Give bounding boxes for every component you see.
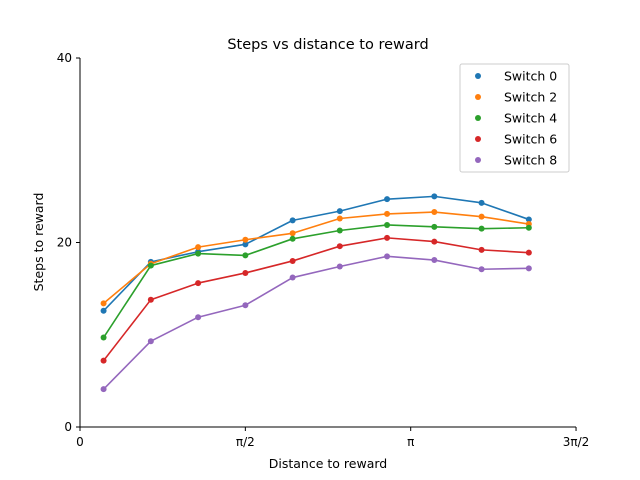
data-point [384, 234, 391, 241]
data-point [336, 243, 343, 250]
chart-title: Steps vs distance to reward [227, 37, 428, 53]
data-point [289, 257, 296, 264]
y-tick-label: 20 [57, 236, 72, 250]
data-point [242, 302, 249, 309]
plot-area [100, 193, 532, 393]
data-point [289, 274, 296, 281]
y-tick-label: 40 [57, 51, 72, 65]
data-point [289, 235, 296, 242]
data-point [384, 221, 391, 228]
data-point [478, 246, 485, 253]
data-point [336, 227, 343, 234]
data-point [147, 338, 154, 345]
data-point [289, 217, 296, 224]
data-point [525, 249, 532, 256]
data-point [431, 223, 438, 230]
legend-label: Switch 6 [504, 132, 557, 147]
x-tick-label: 0 [76, 435, 84, 449]
data-point [431, 257, 438, 264]
series-switch-4 [100, 253, 532, 393]
y-axis-label: Steps to reward [31, 193, 46, 292]
x-tick-label: π [407, 435, 414, 449]
series-line [102, 237, 529, 362]
series-line [103, 195, 530, 312]
data-point [100, 334, 107, 341]
data-point [242, 269, 249, 276]
data-point [431, 209, 438, 216]
data-point [242, 236, 249, 243]
data-point [384, 210, 391, 217]
series-switch-3 [100, 234, 532, 364]
data-point [289, 230, 296, 237]
data-point [147, 296, 154, 303]
data-point [478, 213, 485, 220]
y-tick-label: 0 [64, 420, 72, 434]
data-point [525, 216, 532, 223]
legend: Switch 0 Switch 2 Switch 4 Switch 6 Switch 8 [459, 63, 570, 173]
legend-label: Switch 0 [504, 69, 557, 84]
legend-label: Switch 8 [504, 153, 557, 168]
data-point [100, 300, 107, 307]
x-axis-label: Distance to reward [269, 456, 387, 471]
data-point [195, 314, 202, 321]
series-line [103, 255, 529, 390]
series-switch-0 [100, 193, 532, 314]
series-switch-1 [100, 209, 532, 307]
data-point [242, 241, 249, 248]
data-point [100, 307, 107, 314]
series-line [103, 211, 529, 304]
data-point [336, 263, 343, 270]
legend-marker [475, 136, 481, 142]
data-point [478, 225, 485, 232]
series-switch-2 [100, 221, 532, 341]
data-point [384, 253, 391, 260]
legend-marker [475, 73, 481, 79]
data-point [195, 280, 202, 287]
data-point [195, 244, 202, 251]
legend-label: Switch 4 [504, 111, 557, 126]
data-point [336, 215, 343, 222]
x-tick-label: 3π/2 [563, 435, 590, 449]
data-point [147, 262, 154, 269]
data-point [242, 252, 249, 259]
legend-label: Switch 2 [504, 90, 557, 105]
x-tick-label: π/2 [236, 435, 255, 449]
legend-marker [475, 94, 481, 100]
x-axis-ticks: 0 π/2 π 3π/2 [76, 427, 589, 449]
data-point [384, 196, 391, 203]
data-point [431, 193, 438, 200]
data-point [525, 224, 532, 231]
data-point [478, 199, 485, 206]
legend-marker [475, 157, 481, 163]
legend-frame [459, 63, 570, 173]
data-point [431, 238, 438, 245]
data-point [525, 265, 532, 272]
data-point [478, 266, 485, 273]
data-point [195, 250, 202, 257]
legend-marker [475, 115, 481, 121]
data-point [100, 386, 107, 393]
series-line [102, 224, 529, 338]
data-point [100, 357, 107, 364]
y-axis-ticks: 0 20 40 [57, 51, 80, 434]
data-point [336, 208, 343, 215]
